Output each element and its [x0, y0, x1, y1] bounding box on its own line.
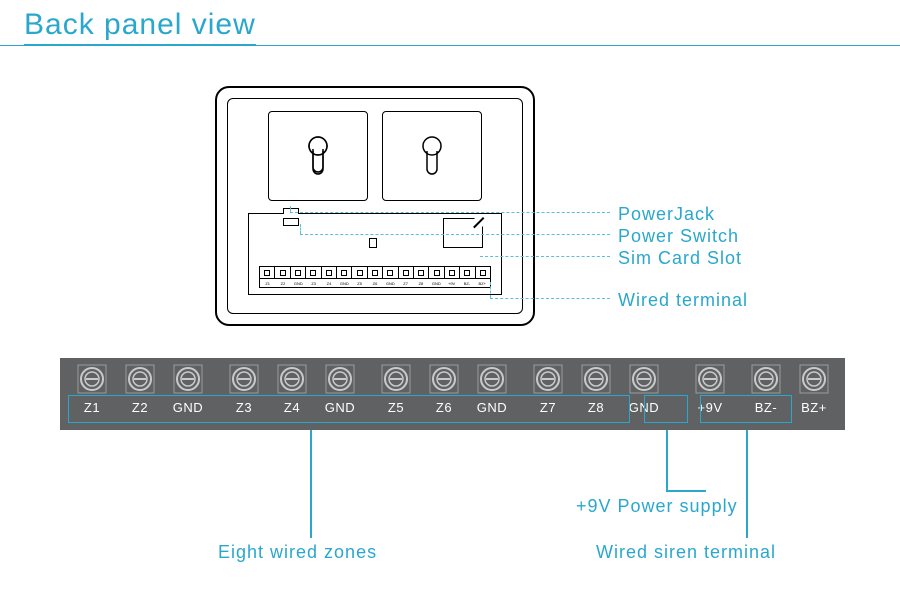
screw-icon: [173, 364, 203, 394]
leader-sim-h: [480, 256, 610, 257]
sim-slot-icon: [443, 218, 483, 248]
device-inner-frame: Z1Z2GNDZ3Z4GNDZ5Z6GNDZ7Z8GND+9VBZ-BZ+: [227, 98, 523, 314]
page-title: Back panel view: [24, 8, 256, 46]
screw-icon: [581, 364, 611, 394]
terminal-label: BZ-: [755, 400, 777, 415]
keyhole-slot-left: [268, 111, 368, 201]
screw-icon: [533, 364, 563, 394]
terminal-col: GND: [620, 364, 668, 424]
leader-wired-v: [490, 282, 491, 298]
powerjack-icon: [283, 208, 299, 214]
terminal-label: +9V: [698, 400, 723, 415]
mini-terminal-strip: Z1Z2GNDZ3Z4GNDZ5Z6GNDZ7Z8GND+9VBZ-BZ+: [259, 266, 491, 288]
device-outer-frame: Z1Z2GNDZ3Z4GNDZ5Z6GNDZ7Z8GND+9VBZ-BZ+: [215, 86, 535, 326]
terminal-col: BZ+: [790, 364, 838, 424]
anno-zones-line-v: [310, 430, 312, 538]
screw-icon: [477, 364, 507, 394]
callout-simcard: Sim Card Slot: [618, 248, 742, 269]
keyhole-slot-right: [382, 111, 482, 201]
terminal-label: GND: [477, 400, 507, 415]
terminal-label: GND: [173, 400, 203, 415]
terminal-label: Z4: [284, 400, 300, 415]
screw-icon: [77, 364, 107, 394]
inner-compartment: Z1Z2GNDZ3Z4GNDZ5Z6GNDZ7Z8GND+9VBZ-BZ+: [248, 213, 502, 295]
terminal-label: Z3: [236, 400, 252, 415]
anno-power-label: +9V Power supply: [576, 496, 738, 517]
leader-powerswitch-v: [300, 224, 301, 234]
screw-icon: [629, 364, 659, 394]
terminal-label: Z5: [388, 400, 404, 415]
screw-icon: [125, 364, 155, 394]
terminal-label: GND: [629, 400, 659, 415]
callout-powerswitch: Power Switch: [618, 226, 739, 247]
terminal-label: Z6: [436, 400, 452, 415]
screw-icon: [277, 364, 307, 394]
terminal-label: Z7: [540, 400, 556, 415]
terminal-col: Z2: [116, 364, 164, 424]
terminal-col: Z6: [420, 364, 468, 424]
powerswitch-icon: [283, 218, 299, 226]
terminal-col: Z7: [524, 364, 572, 424]
center-nub-icon: [369, 238, 377, 248]
mini-terminal-labels: Z1Z2GNDZ3Z4GNDZ5Z6GNDZ7Z8GND+9VBZ-BZ+: [260, 279, 490, 288]
screw-icon: [695, 364, 725, 394]
screw-icon: [429, 364, 459, 394]
terminal-label: Z8: [588, 400, 604, 415]
terminal-col: GND: [316, 364, 364, 424]
terminal-col: Z5: [372, 364, 420, 424]
terminal-label: Z1: [84, 400, 100, 415]
anno-power-line-h: [666, 490, 706, 492]
screw-icon: [751, 364, 781, 394]
terminal-col: Z8: [572, 364, 620, 424]
terminal-col: GND: [468, 364, 516, 424]
screw-icon: [799, 364, 829, 394]
terminal-col: Z4: [268, 364, 316, 424]
mini-terminal-cells: [260, 267, 490, 279]
callout-wiredterminal: Wired terminal: [618, 290, 748, 311]
terminal-label: GND: [325, 400, 355, 415]
anno-siren-label: Wired siren terminal: [596, 542, 776, 563]
terminal-col: Z1: [68, 364, 116, 424]
terminal-label: BZ+: [801, 400, 827, 415]
callout-powerjack: PowerJack: [618, 204, 715, 225]
leader-powerswitch-h: [300, 234, 610, 235]
anno-power-line-v: [666, 430, 668, 490]
screw-icon: [381, 364, 411, 394]
screw-icon: [325, 364, 355, 394]
terminal-strip: Z1 Z2 GND Z3 Z4 GND Z5 Z6: [60, 358, 845, 430]
anno-siren-line-v: [746, 430, 748, 538]
leader-wired-h: [490, 298, 610, 299]
terminal-col: Z3: [220, 364, 268, 424]
terminal-col: BZ-: [742, 364, 790, 424]
anno-zones-label: Eight wired zones: [218, 542, 377, 563]
leader-powerjack-h: [290, 212, 610, 213]
terminal-col: +9V: [686, 364, 734, 424]
screw-icon: [229, 364, 259, 394]
terminal-label: Z2: [132, 400, 148, 415]
device-diagram: Z1Z2GNDZ3Z4GNDZ5Z6GNDZ7Z8GND+9VBZ-BZ+ Po…: [0, 46, 900, 356]
terminal-col: GND: [164, 364, 212, 424]
